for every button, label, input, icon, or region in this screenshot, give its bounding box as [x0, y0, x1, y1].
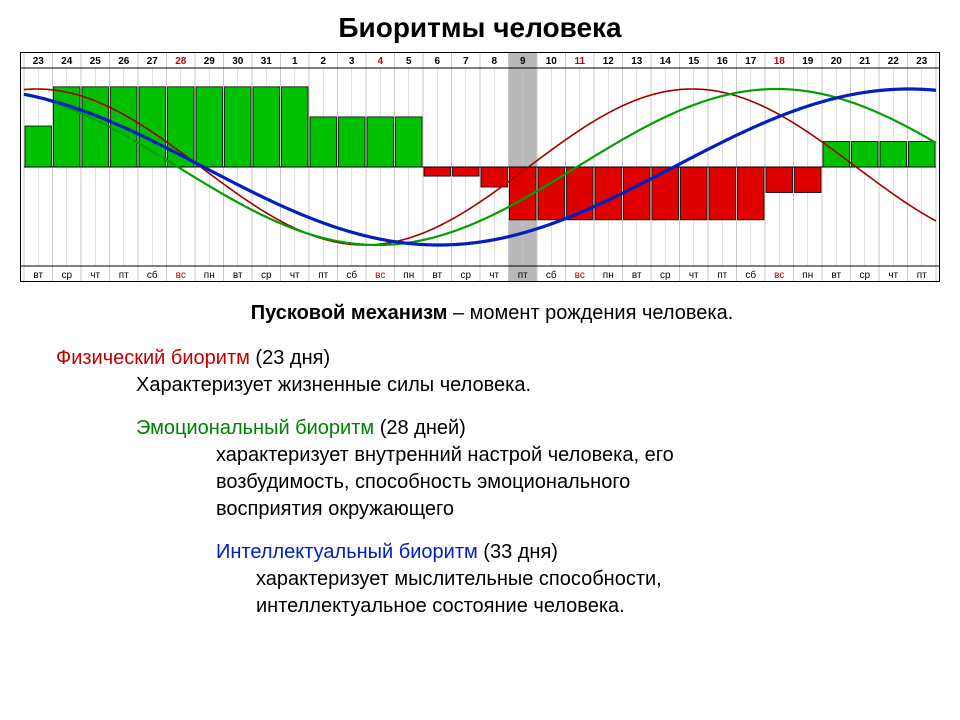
svg-text:2: 2 [320, 56, 326, 67]
svg-text:пн: пн [802, 270, 813, 281]
svg-text:пн: пн [204, 270, 215, 281]
svg-text:6: 6 [434, 56, 440, 67]
svg-text:сб: сб [745, 269, 756, 281]
text-descriptions: Пусковой механизм – момент рождения чело… [0, 300, 960, 620]
svg-text:17: 17 [745, 56, 757, 67]
svg-text:вт: вт [632, 270, 642, 281]
svg-text:сб: сб [346, 269, 357, 281]
emotional-desc-1: характеризует внутренний настрой человек… [216, 442, 928, 469]
svg-text:чт: чт [90, 270, 100, 281]
svg-text:28: 28 [175, 56, 187, 67]
svg-text:пт: пт [518, 270, 528, 281]
svg-text:вт: вт [233, 270, 243, 281]
svg-text:26: 26 [118, 56, 130, 67]
svg-text:25: 25 [90, 56, 102, 67]
svg-text:пн: пн [603, 270, 614, 281]
svg-text:15: 15 [688, 56, 700, 67]
svg-text:7: 7 [463, 56, 469, 67]
svg-text:вс: вс [774, 270, 784, 281]
svg-text:ср: ср [460, 270, 471, 281]
svg-text:вт: вт [432, 270, 442, 281]
trigger-rest: – момент рождения человека. [447, 302, 733, 324]
svg-text:13: 13 [631, 56, 643, 67]
trigger-bold: Пусковой механизм [251, 302, 448, 324]
svg-text:чт: чт [290, 270, 300, 281]
intellectual-desc-1: характеризует мыслительные способности, [256, 566, 928, 593]
emotional-paren: (28 дней) [374, 417, 466, 439]
svg-text:31: 31 [261, 56, 273, 67]
intellectual-block: Интеллектуальный биоритм (33 дня) характ… [56, 539, 928, 620]
svg-text:9: 9 [520, 56, 526, 67]
svg-text:вс: вс [375, 270, 385, 281]
intellectual-desc-2: интеллектуальное состояние человека. [256, 593, 928, 620]
svg-text:вс: вс [575, 270, 585, 281]
svg-text:1: 1 [292, 56, 298, 67]
biorhythm-chart: 23вт24ср25чт26пт27сб28вс29пн30вт31ср1чт2… [20, 52, 940, 282]
svg-text:8: 8 [491, 56, 497, 67]
svg-text:18: 18 [774, 56, 786, 67]
svg-text:пн: пн [403, 270, 414, 281]
svg-text:27: 27 [147, 56, 159, 67]
emotional-desc-2: возбудимость, способность эмоционального [216, 469, 928, 496]
svg-text:24: 24 [61, 56, 73, 67]
svg-text:пт: пт [318, 270, 328, 281]
emotional-block: Эмоциональный биоритм (28 дней) характер… [56, 415, 928, 523]
svg-text:23: 23 [916, 56, 928, 67]
svg-text:3: 3 [349, 56, 355, 67]
physical-title: Физический биоритм [56, 347, 250, 369]
svg-text:11: 11 [574, 56, 585, 67]
svg-text:ср: ср [660, 270, 671, 281]
svg-text:ср: ср [61, 270, 72, 281]
svg-text:16: 16 [717, 56, 729, 67]
emotional-title: Эмоциональный биоритм [136, 417, 374, 439]
physical-paren: (23 дня) [250, 347, 330, 369]
intellectual-paren: (33 дня) [478, 541, 558, 563]
svg-text:сб: сб [546, 269, 557, 281]
svg-text:14: 14 [660, 56, 672, 67]
trigger-line: Пусковой механизм – момент рождения чело… [56, 300, 928, 327]
svg-text:19: 19 [802, 56, 814, 67]
svg-text:29: 29 [204, 56, 216, 67]
svg-text:10: 10 [546, 56, 558, 67]
svg-text:4: 4 [377, 56, 383, 67]
svg-text:30: 30 [232, 56, 244, 67]
svg-text:22: 22 [888, 56, 900, 67]
svg-text:вт: вт [831, 270, 841, 281]
svg-text:чт: чт [489, 270, 499, 281]
physical-block: Физический биоритм (23 дня) Характеризуе… [56, 345, 928, 399]
svg-text:чт: чт [689, 270, 699, 281]
svg-text:пт: пт [717, 270, 727, 281]
svg-text:21: 21 [859, 56, 871, 67]
emotional-desc-3: восприятия окружающего [216, 496, 928, 523]
svg-text:вт: вт [33, 270, 43, 281]
svg-text:ср: ср [261, 270, 272, 281]
svg-text:пт: пт [119, 270, 129, 281]
svg-text:23: 23 [33, 56, 45, 67]
intellectual-title: Интеллектуальный биоритм [216, 541, 478, 563]
svg-text:вс: вс [176, 270, 186, 281]
svg-text:сб: сб [147, 269, 158, 281]
page-title: Биоритмы человека [0, 0, 960, 52]
svg-text:20: 20 [831, 56, 843, 67]
physical-desc: Характеризует жизненные силы человека. [136, 372, 928, 399]
svg-text:12: 12 [603, 56, 615, 67]
svg-text:чт: чт [888, 270, 898, 281]
svg-text:5: 5 [406, 56, 412, 67]
svg-text:пт: пт [917, 270, 927, 281]
svg-text:ср: ср [859, 270, 870, 281]
